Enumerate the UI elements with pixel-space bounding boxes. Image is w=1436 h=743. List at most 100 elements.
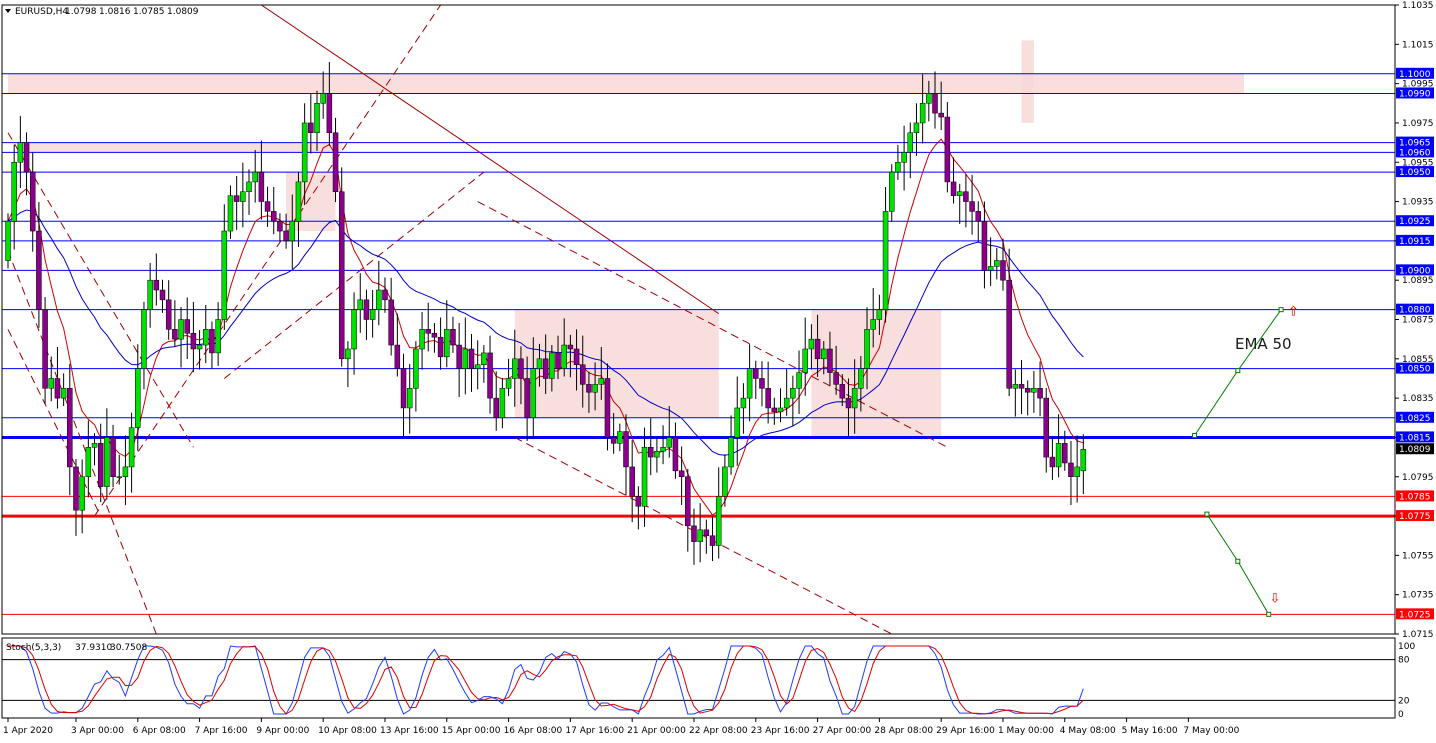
candle[interactable] <box>895 144 901 180</box>
candle[interactable] <box>116 454 122 485</box>
candle[interactable] <box>42 297 48 404</box>
candle[interactable] <box>722 454 728 507</box>
candle[interactable] <box>196 330 203 370</box>
candle[interactable] <box>536 343 543 387</box>
candle[interactable] <box>808 324 815 370</box>
candle[interactable] <box>715 467 722 559</box>
candle[interactable] <box>963 174 969 228</box>
candle[interactable] <box>499 378 506 429</box>
candle[interactable] <box>765 361 771 424</box>
candle[interactable] <box>11 144 17 250</box>
candle[interactable] <box>444 300 450 368</box>
candle[interactable] <box>926 80 932 122</box>
candle[interactable] <box>29 152 36 252</box>
candle[interactable] <box>592 362 598 411</box>
candle[interactable] <box>1080 434 1087 495</box>
candle[interactable] <box>1031 370 1037 413</box>
candle[interactable] <box>524 356 530 441</box>
candle[interactable] <box>400 353 407 437</box>
candle[interactable] <box>647 418 654 476</box>
candle[interactable] <box>357 273 364 333</box>
candle[interactable] <box>351 292 357 375</box>
candle[interactable] <box>1049 437 1056 480</box>
candle[interactable] <box>641 427 648 527</box>
candle[interactable] <box>660 425 666 465</box>
candle[interactable] <box>610 413 617 454</box>
candle[interactable] <box>178 306 184 368</box>
candle[interactable] <box>215 302 221 366</box>
candle[interactable] <box>635 486 642 530</box>
candle[interactable] <box>221 204 228 330</box>
candle[interactable] <box>771 397 778 425</box>
candle[interactable] <box>23 132 30 196</box>
candle[interactable] <box>579 335 586 408</box>
candle[interactable] <box>994 247 1000 280</box>
candle[interactable] <box>54 347 61 409</box>
candle[interactable] <box>153 253 160 306</box>
candle[interactable] <box>91 433 98 466</box>
candle[interactable] <box>629 440 635 523</box>
candle[interactable] <box>468 334 475 392</box>
candle[interactable] <box>270 187 277 235</box>
candle[interactable] <box>17 115 24 188</box>
candle[interactable] <box>777 388 784 423</box>
candle[interactable] <box>734 376 740 466</box>
candle[interactable] <box>1062 430 1068 471</box>
candle[interactable] <box>184 297 190 360</box>
candle[interactable] <box>969 174 975 235</box>
candle[interactable] <box>456 323 462 397</box>
candle[interactable] <box>907 122 914 179</box>
candle[interactable] <box>289 194 296 270</box>
candle[interactable] <box>314 90 320 151</box>
candle[interactable] <box>518 346 524 405</box>
candle[interactable] <box>326 62 333 146</box>
candle[interactable] <box>233 176 240 230</box>
candle[interactable] <box>382 277 388 313</box>
candle[interactable] <box>147 262 153 328</box>
candle[interactable] <box>36 201 42 328</box>
candle[interactable] <box>283 213 289 249</box>
candle[interactable] <box>845 378 852 437</box>
candle[interactable] <box>691 508 697 565</box>
candle[interactable] <box>709 516 716 562</box>
candle[interactable] <box>697 503 703 563</box>
candle[interactable] <box>821 341 827 375</box>
candle[interactable] <box>481 345 487 383</box>
candle[interactable] <box>431 323 438 353</box>
candle[interactable] <box>67 363 73 496</box>
candle[interactable] <box>839 374 846 406</box>
candle[interactable] <box>394 313 401 377</box>
candle[interactable] <box>60 373 67 406</box>
candle[interactable] <box>122 435 129 506</box>
candle[interactable] <box>376 260 382 326</box>
candle[interactable] <box>85 420 92 498</box>
candle[interactable] <box>295 171 302 247</box>
candle[interactable] <box>1037 361 1043 417</box>
candle[interactable] <box>672 422 679 479</box>
candle[interactable] <box>165 280 172 340</box>
candle[interactable] <box>567 334 574 378</box>
candle[interactable] <box>549 345 555 392</box>
candle[interactable] <box>73 459 79 536</box>
candle[interactable] <box>141 301 147 390</box>
candle[interactable] <box>678 446 685 506</box>
candle[interactable] <box>740 383 747 434</box>
candle[interactable] <box>1043 387 1049 473</box>
candle[interactable] <box>901 125 907 191</box>
candle[interactable] <box>728 415 734 475</box>
candle[interactable] <box>369 290 376 338</box>
candle[interactable] <box>172 300 178 348</box>
candle[interactable] <box>746 344 753 422</box>
candle[interactable] <box>1018 359 1025 415</box>
candle[interactable] <box>512 329 518 407</box>
candle[interactable] <box>159 279 166 313</box>
candle[interactable] <box>345 341 351 388</box>
candle[interactable] <box>110 424 116 488</box>
candle[interactable] <box>870 288 876 348</box>
candle[interactable] <box>474 340 481 390</box>
candle[interactable] <box>419 312 425 370</box>
candle[interactable] <box>586 371 592 413</box>
candle[interactable] <box>759 361 765 407</box>
